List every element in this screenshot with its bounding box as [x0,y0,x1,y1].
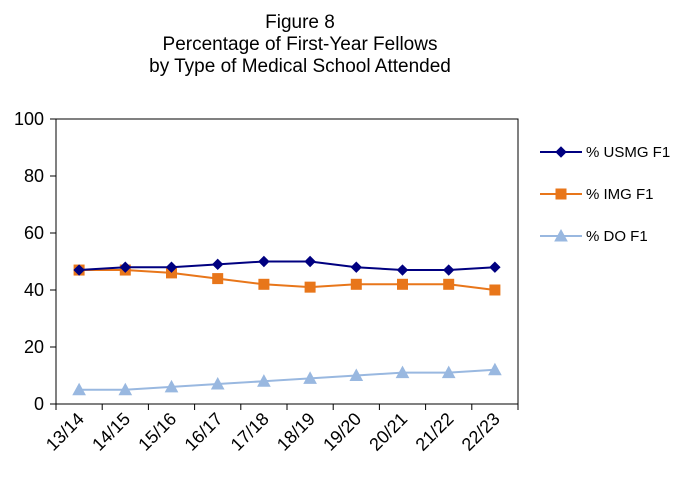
x-tick-label: 22/23 [458,409,504,455]
y-tick-label: 40 [24,280,44,300]
x-tick-label: 13/14 [42,409,88,455]
data-point-do-f1 [488,362,502,376]
legend-label-usmg-f1: % USMG F1 [586,144,670,161]
y-tick-label: 100 [14,109,44,129]
data-point-usmg-f1 [258,255,270,268]
y-tick-label: 20 [24,337,44,357]
data-point-do-f1 [395,365,410,379]
data-point-do-f1 [441,365,456,379]
series-line-usmg-f1 [79,260,495,272]
y-tick-label: 60 [24,223,44,243]
chart-title-line-1: Figure 8 [265,12,335,33]
x-tick-label: 20/21 [365,409,411,455]
data-point-do-f1 [72,382,86,396]
x-tick-label: 19/20 [319,409,365,455]
data-point-usmg-f1 [165,261,178,273]
data-point-usmg-f1 [119,261,132,273]
data-point-do-f1 [210,377,225,390]
data-point-do-f1 [257,374,271,387]
series-line-do-f1 [79,368,495,391]
data-point-usmg-f1 [489,261,501,273]
x-tick-label: 14/15 [88,409,134,455]
chart-title-line-3: by Type of Medical School Attended [149,56,451,77]
x-tick-label: 21/22 [412,409,458,455]
data-point-do-f1 [164,379,179,393]
data-point-usmg-f1 [211,258,224,271]
data-point-usmg-f1 [304,255,316,268]
legend-marker-img-f1 [555,188,567,200]
y-tick-label: 0 [34,394,44,414]
data-point-img-f1 [443,278,455,290]
data-point-do-f1 [303,371,317,384]
series-line-img-f1 [79,269,496,291]
x-tick-label: 15/16 [134,409,180,455]
data-point-img-f1 [397,278,408,290]
chart-title-line-2: Percentage of First-Year Fellows [162,34,438,55]
legend-marker-do-f1 [554,228,568,242]
legend-label-img-f1: % IMG F1 [586,186,654,203]
x-tick-label: 17/18 [227,409,273,455]
data-point-img-f1 [489,284,501,296]
data-point-img-f1 [350,278,362,290]
data-point-do-f1 [349,368,364,381]
data-point-img-f1 [212,273,224,285]
data-point-usmg-f1 [442,264,455,276]
chart-title: Figure 8 Percentage of First-Year Fellow… [0,12,600,78]
x-tick-label: 18/19 [273,409,319,455]
data-point-do-f1 [118,382,133,396]
y-tick-label: 80 [24,166,44,186]
data-point-img-f1 [258,278,270,290]
legend-label-do-f1: % DO F1 [586,228,648,245]
data-point-usmg-f1 [350,261,363,273]
data-point-img-f1 [304,281,316,293]
legend-marker-usmg-f1 [555,146,567,158]
x-tick-label: 16/17 [181,409,227,455]
data-point-usmg-f1 [396,264,409,276]
data-point-usmg-f1 [73,264,85,276]
